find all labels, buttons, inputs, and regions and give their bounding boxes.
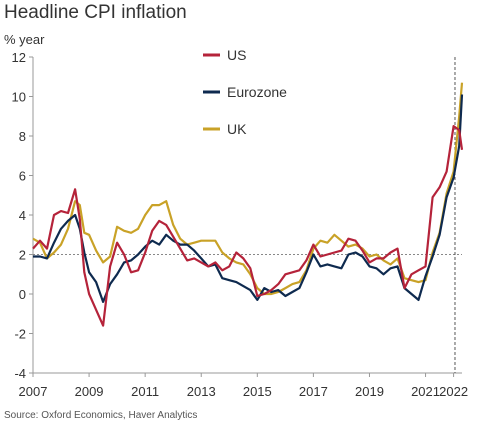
legend-label-uk: UK (227, 121, 247, 137)
x-tick-label: 2011 (131, 384, 159, 399)
x-tick-label: 2019 (355, 384, 384, 399)
y-tick-label: -4 (14, 366, 26, 381)
y-tick-label: 12 (12, 50, 26, 65)
x-tick-label: 2021 (411, 384, 440, 399)
chart-series-lines (32, 82, 464, 327)
y-tick-label: -2 (14, 327, 26, 342)
chart-title: Headline CPI inflation (4, 2, 187, 23)
y-tick-label: 0 (19, 287, 26, 302)
legend-label-us: US (227, 47, 246, 63)
chart-axes: -4 -2 0 2 4 6 8 10 12 2007 2009 2011 2013 2015 2017 201… (12, 50, 469, 399)
chart-source-note: Source: Oxford Economics, Haver Analytic… (4, 410, 198, 421)
x-tick-label: 2017 (299, 384, 328, 399)
y-tick-label: 2 (19, 248, 26, 263)
series-line-us (32, 125, 464, 327)
x-tick-label: 2007 (19, 384, 48, 399)
inflation-line-chart: -4 -2 0 2 4 6 8 10 12 2007 2009 2011 2013 2015 2017 201… (12, 47, 469, 399)
chart-legend: US Eurozone UK (203, 47, 287, 137)
legend-label-eurozone: Eurozone (227, 84, 287, 100)
series-line-uk (32, 82, 464, 296)
x-tick-label: 2013 (187, 384, 216, 399)
y-tick-label: 4 (19, 208, 26, 223)
x-tick-label: 2022 (439, 384, 468, 399)
y-tick-label: 6 (19, 169, 26, 184)
y-tick-label: 10 (12, 90, 26, 105)
y-axis-unit-label: % year (4, 32, 45, 47)
x-tick-label: 2009 (75, 384, 104, 399)
y-tick-label: 8 (19, 129, 26, 144)
x-tick-label: 2015 (243, 384, 272, 399)
series-line-eurozone (33, 94, 464, 303)
